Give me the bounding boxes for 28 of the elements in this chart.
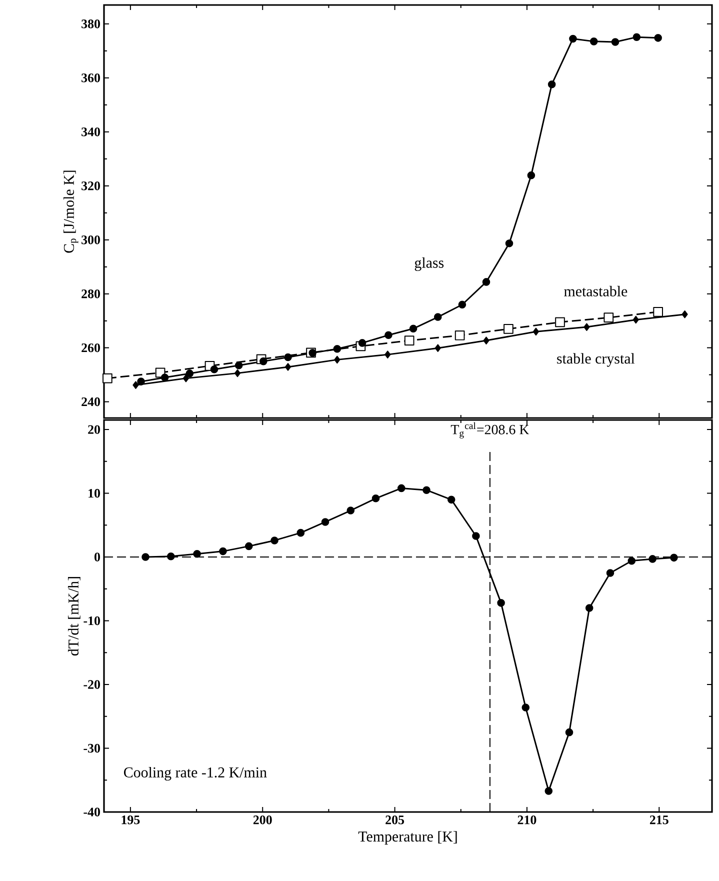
- y-tick-label: 280: [82, 289, 100, 298]
- x-tick-label: 215: [650, 816, 668, 824]
- y-tick-label: 10: [88, 488, 100, 498]
- x-tick-label: 205: [386, 816, 404, 824]
- y-tick-label: 300: [82, 235, 100, 244]
- series-label: metastable: [564, 286, 628, 296]
- y-axis-title: dT/dt [mK/h]: [68, 577, 80, 656]
- y-tick-label: -40: [84, 808, 100, 816]
- x-tick-label: 210: [518, 816, 536, 824]
- y-tick-label: 380: [82, 20, 100, 28]
- x-tick-label: 195: [122, 816, 140, 824]
- y-tick-label: -20: [84, 680, 100, 689]
- y-tick-label: 20: [88, 425, 100, 434]
- y-tick-label: 260: [82, 343, 100, 352]
- y-tick-label: 340: [82, 127, 100, 136]
- y-tick-label: -10: [84, 616, 100, 626]
- y-axis-title: C$_{p}$ [J/mole K]: [63, 170, 78, 253]
- annotation: Cooling rate -1.2 K/min: [124, 766, 267, 781]
- series-label: stable crystal: [557, 353, 635, 367]
- x-tick-label: 200: [253, 816, 272, 824]
- ref-line-label: T$_{g}$$^{cal}$=208.6 K: [450, 422, 530, 438]
- y-tick-label: 0: [94, 552, 100, 562]
- text: glass: [414, 257, 444, 271]
- y-tick-label: -30: [84, 744, 100, 753]
- x-axis-title: Temperature [K]: [358, 831, 457, 845]
- y-tick-label: 320: [82, 181, 100, 190]
- y-tick-label: 360: [82, 74, 100, 82]
- y-tick-label: 240: [82, 397, 100, 406]
